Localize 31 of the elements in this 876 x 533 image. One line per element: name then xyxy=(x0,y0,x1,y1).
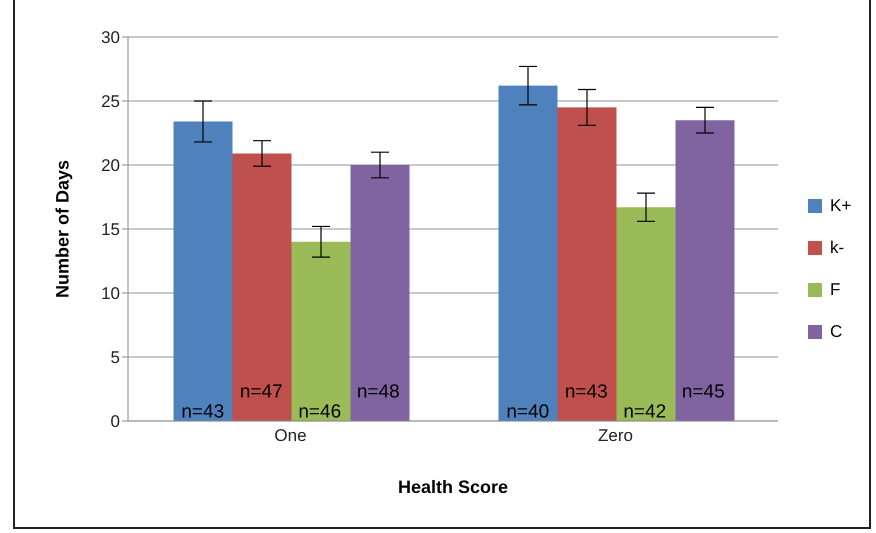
y-tick-label: 30 xyxy=(101,28,120,48)
annotation: n=47 xyxy=(240,382,283,403)
x-tick-label: Zero xyxy=(598,426,633,446)
x-axis-title: Health Score xyxy=(398,477,508,497)
bar xyxy=(558,107,616,421)
y-tick-label: 5 xyxy=(110,348,120,368)
annotation: n=40 xyxy=(506,402,550,423)
legend-label: K+ xyxy=(830,196,852,216)
y-axis-title: Number of Days xyxy=(52,160,72,298)
legend-label: k- xyxy=(830,238,844,258)
y-tick-label: 25 xyxy=(101,92,120,112)
annotation: n=45 xyxy=(682,382,725,403)
annotation: n=46 xyxy=(298,402,342,423)
y-tick-label: 0 xyxy=(110,412,120,432)
y-tick-label: 10 xyxy=(101,284,120,304)
annotation: n=43 xyxy=(564,382,608,403)
bar xyxy=(616,207,676,421)
bar xyxy=(676,120,734,421)
bar xyxy=(174,121,232,421)
bar xyxy=(292,242,350,421)
y-tick-label: 20 xyxy=(101,156,120,176)
bar xyxy=(232,153,292,421)
annotation: n=48 xyxy=(356,382,400,403)
x-tick-label: One xyxy=(274,426,307,446)
y-tick-label: 15 xyxy=(101,220,120,240)
legend-label: C xyxy=(830,322,842,342)
bar xyxy=(350,165,410,421)
bar xyxy=(498,86,558,421)
annotation: n=42 xyxy=(623,402,666,423)
annotation: n=43 xyxy=(181,402,224,423)
legend-label: F xyxy=(830,280,840,300)
